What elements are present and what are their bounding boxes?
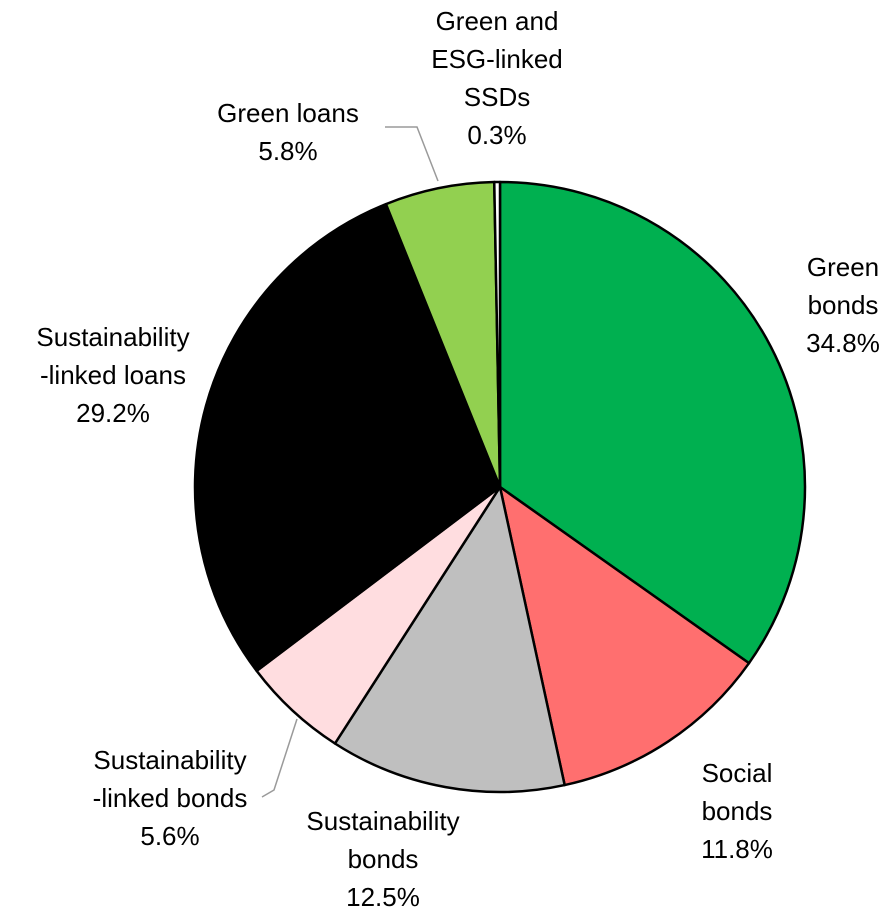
- pie-slice-1: [498, 485, 751, 787]
- slice-label-line-5-0: Green loans: [217, 98, 359, 128]
- pie-slice-4: [193, 202, 502, 673]
- slice-label-line-0-1: bonds: [808, 290, 879, 320]
- slice-label-line-2-1: bonds: [348, 844, 419, 874]
- pie-slice-6: [493, 180, 502, 489]
- slice-label-line-2-0: Sustainability: [306, 806, 459, 836]
- slice-percent-4: 29.2%: [76, 398, 150, 428]
- slice-label-line-6-1: ESG-linked: [431, 44, 563, 74]
- slice-label-0: Green bonds 34.8%: [806, 252, 880, 358]
- slice-labels: Green bonds 34.8% Social bonds 11.8% Sustainab…: [36, 6, 879, 912]
- slice-label-4: Sustainability -linked loans 29.2%: [36, 322, 189, 428]
- leader-line-3: [261, 718, 298, 798]
- slice-label-1: Social bonds 11.8%: [701, 758, 773, 864]
- leader-line-5: [385, 126, 439, 182]
- slice-label-5: Green loans 5.8%: [217, 98, 359, 166]
- slice-label-line-4-0: Sustainability: [36, 322, 189, 352]
- slice-label-3: Sustainability -linked bonds 5.6%: [93, 745, 248, 851]
- pie-slices: [193, 180, 807, 794]
- pie-slice-2: [333, 485, 566, 794]
- slice-label-2: Sustainability bonds 12.5%: [306, 806, 459, 912]
- slice-label-line-3-1: -linked bonds: [93, 783, 248, 813]
- slice-percent-6: 0.3%: [467, 120, 526, 150]
- slice-label-line-4-1: -linked loans: [40, 360, 186, 390]
- pie-slice-0: [498, 180, 807, 665]
- slice-label-6: Green and ESG-linked SSDs 0.3%: [431, 6, 563, 150]
- slice-label-line-1-0: Social: [702, 758, 773, 788]
- leader-lines: [261, 126, 439, 798]
- slice-label-line-6-0: Green and: [436, 6, 559, 36]
- slice-label-line-1-1: bonds: [702, 796, 773, 826]
- slice-percent-3: 5.6%: [140, 821, 199, 851]
- slice-label-line-6-2: SSDs: [464, 82, 530, 112]
- slice-percent-1: 11.8%: [701, 834, 773, 864]
- slice-percent-0: 34.8%: [806, 328, 880, 358]
- slice-label-line-3-0: Sustainability: [93, 745, 246, 775]
- slice-label-line-0-0: Green: [807, 252, 879, 282]
- slice-percent-5: 5.8%: [258, 136, 317, 166]
- slice-percent-2: 12.5%: [346, 882, 420, 912]
